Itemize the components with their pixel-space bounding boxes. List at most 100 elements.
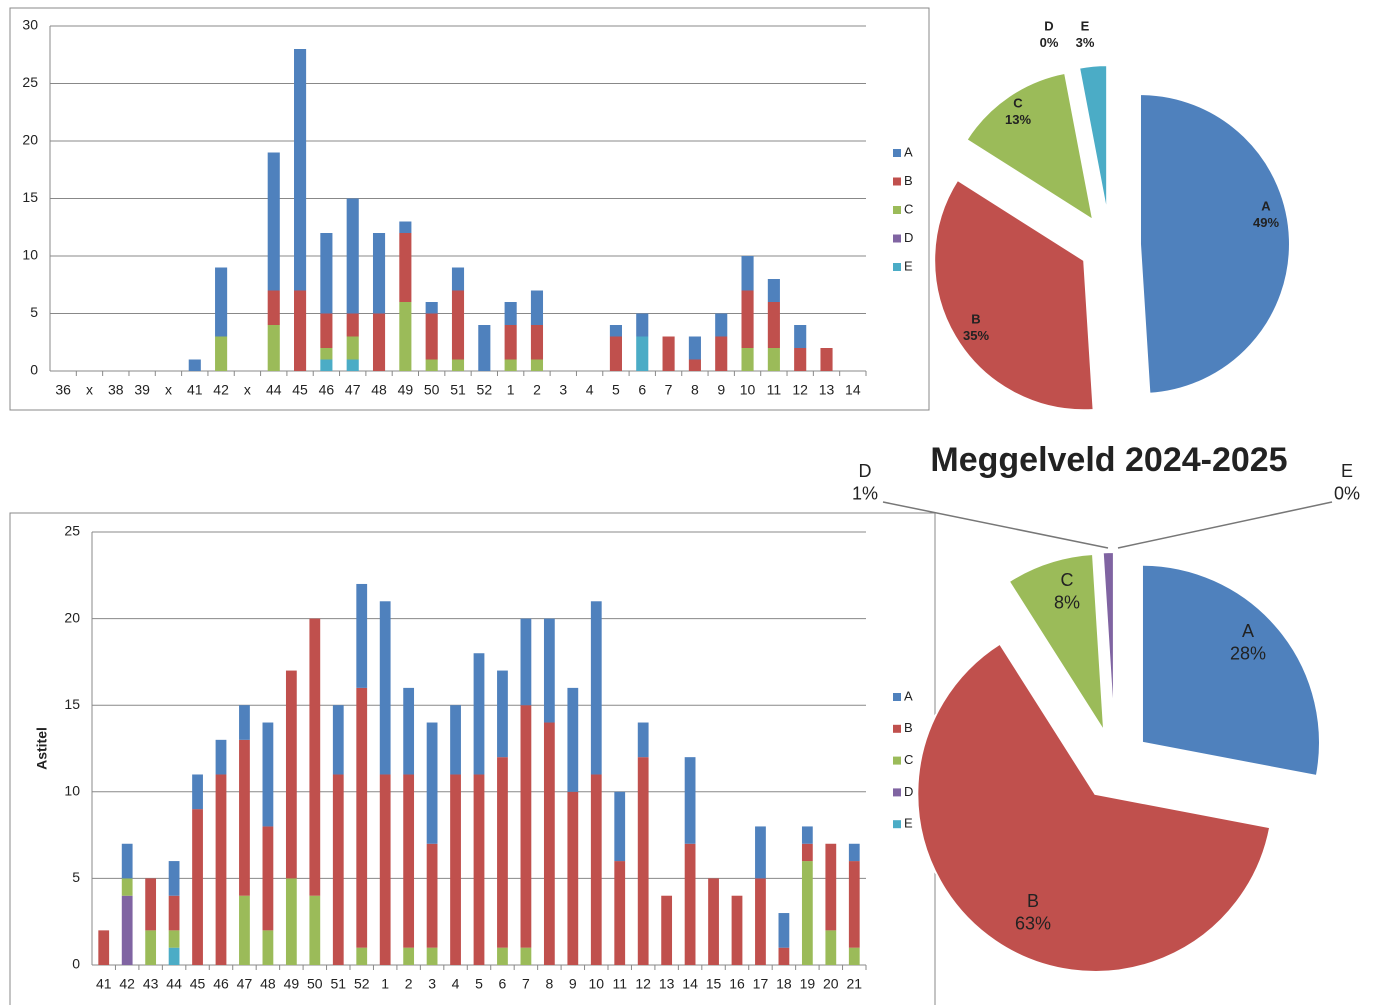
- bar-segment: [504, 359, 517, 371]
- x-tick-label: 12: [635, 976, 651, 992]
- x-tick-label: 10: [740, 382, 756, 398]
- x-tick-label: 6: [638, 382, 646, 398]
- bar-segment: [543, 618, 555, 723]
- x-tick-label: 48: [260, 976, 276, 992]
- bar-segment: [145, 930, 157, 965]
- x-tick-label: 42: [119, 976, 135, 992]
- bar-segment: [262, 930, 274, 965]
- pie-label-value: 63%: [1015, 913, 1051, 933]
- pie-slice: [1138, 93, 1291, 395]
- x-tick-label: 7: [522, 976, 530, 992]
- x-tick-label: 5: [475, 976, 483, 992]
- bar-segment: [267, 290, 280, 325]
- x-tick-label: 11: [767, 382, 782, 398]
- x-tick-label: 46: [213, 976, 229, 992]
- bar-segment: [755, 826, 766, 879]
- bar-segment: [346, 313, 359, 337]
- y-tick-label: 15: [64, 696, 80, 712]
- y-tick-label: 20: [22, 132, 38, 148]
- pie-label-category: E: [1341, 461, 1353, 481]
- bar-segment: [215, 267, 228, 337]
- pie-slice: [933, 178, 1095, 412]
- x-tick-label: 45: [292, 382, 308, 398]
- x-tick-label: 44: [266, 382, 282, 398]
- bar-segment: [609, 336, 622, 371]
- bar-segment: [379, 601, 391, 775]
- bar-segment: [450, 774, 461, 965]
- pie-slice: [1140, 563, 1321, 778]
- bar-segment: [346, 336, 359, 360]
- leader-line: [1117, 501, 1333, 549]
- bar-segment: [530, 325, 544, 360]
- bar-segment: [741, 290, 754, 348]
- x-tick-label: 9: [569, 976, 577, 992]
- x-tick-label: 48: [371, 382, 387, 398]
- bar-segment: [294, 290, 307, 371]
- legend-swatch: [893, 177, 901, 186]
- pie-label-category: C: [1061, 570, 1074, 590]
- legend-swatch: [893, 693, 901, 701]
- pie-title: Meggelveld 2024-2025: [930, 441, 1287, 479]
- bar-segment: [794, 348, 807, 371]
- legend-label: E: [904, 816, 913, 831]
- legend-label: E: [904, 258, 913, 273]
- legend-label: C: [904, 752, 913, 767]
- bar-segment: [473, 774, 485, 965]
- bar-segment: [614, 791, 626, 862]
- x-tick-label: 41: [96, 976, 112, 992]
- bar-segment: [262, 722, 274, 827]
- x-tick-label: 49: [284, 976, 300, 992]
- pie-slice: [1101, 551, 1115, 731]
- y-tick-label: 20: [64, 609, 80, 625]
- bar-segment: [346, 359, 359, 371]
- bar-segment: [188, 359, 201, 371]
- bar-segment: [504, 302, 517, 325]
- x-tick-label: 2: [533, 382, 541, 398]
- bar-segment: [215, 336, 228, 371]
- x-tick-label: 47: [237, 976, 253, 992]
- y-tick-label: 25: [22, 74, 38, 90]
- bar-segment: [426, 722, 438, 844]
- legend-swatch: [893, 263, 901, 271]
- pie-label-category: B: [971, 312, 980, 327]
- bar-segment: [450, 705, 461, 775]
- x-tick-label: 50: [307, 976, 323, 992]
- bar-segment: [767, 279, 780, 302]
- bar-segment: [425, 359, 438, 371]
- x-tick-label: x: [165, 382, 172, 398]
- bar-segment: [332, 774, 344, 965]
- bar-segment: [801, 826, 813, 844]
- pie-label-value: 3%: [1076, 35, 1095, 50]
- pie-slice: [965, 71, 1095, 223]
- bar-segment: [801, 861, 813, 965]
- pie-label-value: 35%: [963, 328, 989, 343]
- bar-segment: [309, 618, 321, 896]
- x-tick-label: 3: [428, 976, 436, 992]
- bar-segment: [778, 947, 790, 965]
- legend-label: B: [904, 173, 913, 188]
- bar-segment: [684, 843, 696, 965]
- bar-segment: [372, 233, 386, 314]
- y-axis-label: Astitel: [34, 727, 50, 770]
- legend-swatch: [893, 149, 901, 157]
- bar-segment: [267, 152, 280, 291]
- x-tick-label: 17: [753, 976, 769, 992]
- bar-segment: [98, 930, 110, 965]
- x-tick-label: 1: [381, 976, 389, 992]
- legend-swatch: [893, 756, 901, 765]
- bar-segment: [332, 705, 344, 775]
- bar-segment: [530, 290, 544, 325]
- legend-label: D: [904, 230, 913, 245]
- bar-segment: [609, 325, 622, 337]
- bar-segment: [755, 878, 766, 965]
- y-tick-label: 25: [64, 523, 80, 539]
- bar-segment: [497, 757, 508, 948]
- legend-label: C: [904, 201, 913, 216]
- bar-segment: [451, 290, 465, 360]
- bar-segment: [825, 930, 837, 965]
- bar-segment: [168, 895, 180, 931]
- x-tick-label: 42: [213, 382, 229, 398]
- bar-segment: [425, 313, 438, 360]
- legend-label: A: [904, 144, 913, 159]
